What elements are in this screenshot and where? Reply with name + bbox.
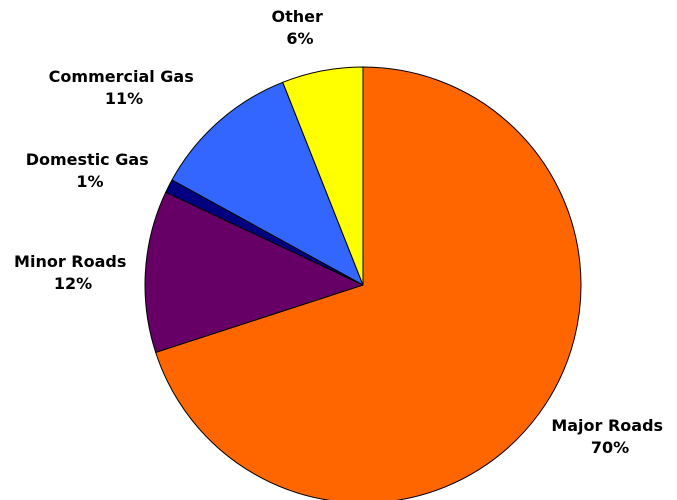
- label-domestic-gas-percent: 1%: [76, 172, 103, 191]
- label-minor-roads-name: Minor Roads: [14, 252, 126, 271]
- label-major-roads-percent: 70%: [591, 438, 629, 457]
- label-other-percent: 6%: [286, 29, 313, 48]
- label-commercial-gas: Commercial Gas 11%: [49, 67, 200, 108]
- slice-other: [282, 66, 364, 286]
- label-major-roads-name: Major Roads: [551, 416, 663, 435]
- label-domestic-gas-name: Domestic Gas: [26, 150, 149, 169]
- slice-minor-roads: [144, 191, 364, 353]
- label-domestic-gas: Domestic Gas 1%: [26, 150, 155, 191]
- label-commercial-gas-name: Commercial Gas: [49, 67, 194, 86]
- label-major-roads: Major Roads 70%: [551, 416, 668, 457]
- label-commercial-gas-percent: 11%: [105, 89, 143, 108]
- pie-slices: [144, 66, 582, 500]
- label-other-name: Other: [272, 7, 323, 26]
- label-minor-roads-percent: 12%: [54, 274, 92, 293]
- slice-commercial-gas: [171, 81, 364, 286]
- label-minor-roads: Minor Roads 12%: [14, 252, 132, 293]
- slice-major-roads: [155, 66, 582, 500]
- label-other: Other 6%: [272, 7, 329, 48]
- pie-labels: Major Roads 70% Minor Roads 12% Domestic…: [14, 7, 668, 457]
